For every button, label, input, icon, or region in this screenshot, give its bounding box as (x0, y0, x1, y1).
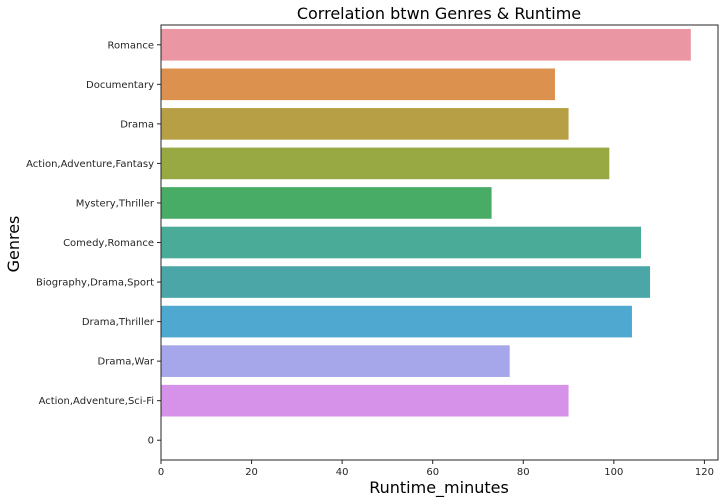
x-tick-label: 120 (695, 467, 714, 478)
y-tick-label: Drama,Thriller (82, 317, 155, 328)
y-tick-label: Mystery,Thriller (76, 198, 155, 209)
y-tick-label: 0 (148, 436, 154, 447)
bar (161, 345, 510, 377)
bar (161, 305, 632, 338)
x-tick-label: 40 (336, 467, 349, 478)
y-tick-label: Drama,War (98, 357, 155, 368)
y-tick-label: Action,Adventure,Sci-Fi (39, 396, 154, 407)
x-tick-label: 80 (517, 467, 530, 478)
bar (161, 147, 610, 180)
y-tick-label: Action,Adventure,Fantasy (26, 159, 154, 170)
plot-frame (160, 24, 719, 461)
plot-area: Romance Documentary Drama Action,Adventure,… (26, 24, 719, 478)
x-axis-label: Runtime_minutes (369, 478, 509, 498)
x-tick-label: 100 (604, 467, 623, 478)
y-tick-label: Documentary (86, 80, 154, 91)
y-tick-label: Biography,Drama,Sport (36, 278, 154, 289)
bar (161, 28, 691, 61)
x-tick-label: 20 (245, 467, 258, 478)
x-tick-label: 0 (158, 467, 164, 478)
chart-title: Correlation btwn Genres & Runtime (297, 4, 581, 23)
bar (161, 108, 569, 140)
bar (161, 266, 651, 298)
bar (161, 68, 555, 101)
bar (161, 187, 492, 219)
y-tick-label: Romance (108, 40, 154, 51)
bar (161, 384, 569, 417)
x-tick-label: 60 (426, 467, 439, 478)
y-axis-label: Genres (4, 216, 23, 273)
y-tick-label: Comedy,Romance (63, 238, 154, 249)
bar (161, 226, 642, 259)
y-tick-label: Drama (120, 119, 154, 130)
